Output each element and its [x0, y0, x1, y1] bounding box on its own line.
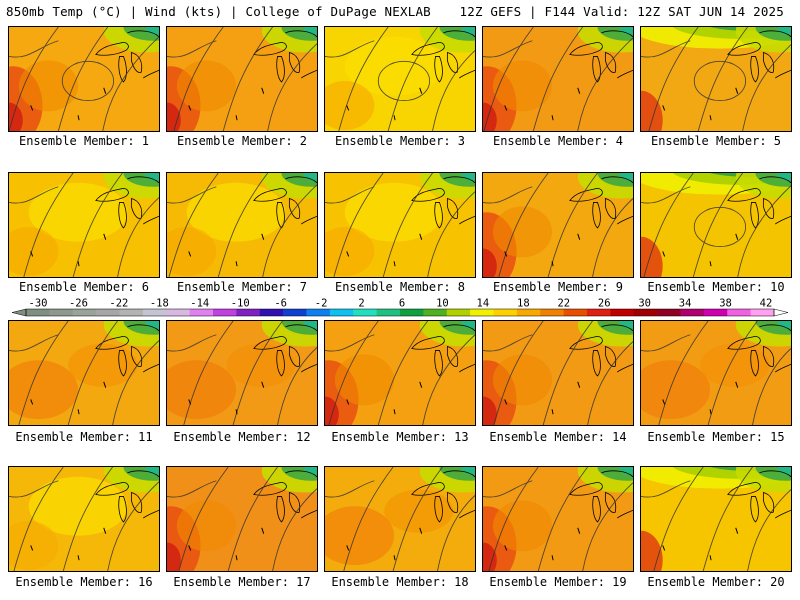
ensemble-member-label: Ensemble Member: 19 [489, 575, 627, 589]
colorbar-tick-label: 42 [760, 298, 773, 310]
colorbar-tick-label: -6 [274, 298, 287, 310]
colorbar-tick-label: -30 [29, 298, 48, 310]
colorbar-tick-label: 2 [358, 298, 364, 310]
colorbar-tick-label: 34 [679, 298, 692, 310]
ensemble-member-label: Ensemble Member: 9 [492, 280, 624, 294]
colorbar-swatch [657, 309, 681, 316]
ensemble-member-map [8, 466, 160, 572]
model-run-info: 12Z GEFS | F144 Valid: 12Z SAT JUN 14 20… [459, 4, 784, 19]
ensemble-member-map [482, 466, 634, 572]
colorbar-swatch [329, 309, 354, 316]
colorbar-tick-label: 26 [598, 298, 611, 310]
ensemble-member-label: Ensemble Member: 14 [489, 430, 627, 444]
ensemble-member-map [640, 466, 792, 572]
colorbar-swatch [119, 309, 144, 316]
ensemble-member-label: Ensemble Member: 13 [331, 430, 469, 444]
colorbar-swatch [563, 309, 588, 316]
ensemble-member-label: Ensemble Member: 8 [334, 280, 466, 294]
ensemble-member-map [324, 26, 476, 132]
ensemble-member-label: Ensemble Member: 15 [647, 430, 785, 444]
colorbar-swatch [166, 309, 190, 316]
map-title: 850mb Temp (°C) | Wind (kts) | College o… [6, 4, 431, 19]
colorbar-swatch [703, 309, 728, 316]
colorbar-swatch [680, 309, 705, 316]
ensemble-member-map [8, 26, 160, 132]
colorbar-swatch [353, 309, 377, 316]
colorbar-swatch [446, 309, 471, 316]
colorbar-tick-label: 22 [557, 298, 570, 310]
colorbar-swatch [470, 309, 494, 316]
colorbar-swatch [259, 309, 284, 316]
ensemble-member-map [324, 320, 476, 426]
ensemble-member-map [166, 466, 318, 572]
ensemble-member-label: Ensemble Member: 5 [650, 134, 782, 148]
colorbar-swatch [516, 309, 541, 316]
colorbar-swatch [587, 309, 611, 316]
colorbar-swatch [213, 309, 237, 316]
ensemble-member-map [482, 26, 634, 132]
ensemble-member-map [324, 466, 476, 572]
ensemble-member-label: Ensemble Member: 17 [173, 575, 311, 589]
colorbar-swatch [306, 309, 331, 316]
ensemble-member-label: Ensemble Member: 10 [647, 280, 785, 294]
ensemble-member-label: Ensemble Member: 20 [647, 575, 785, 589]
ensemble-member-map [640, 26, 792, 132]
temperature-colorbar: -30 -26 -22 -18 -14 -10 -6 -2 2 6 10 14 18 22 26 30 34 38… [11, 298, 789, 317]
ensemble-member-label: Ensemble Member: 3 [334, 134, 466, 148]
colorbar-swatch [610, 309, 635, 316]
ensemble-member-map [324, 172, 476, 278]
colorbar-swatch [633, 309, 658, 316]
colorbar-swatch [26, 309, 50, 316]
ensemble-member-map [166, 172, 318, 278]
colorbar-tick-label: 38 [719, 298, 732, 310]
colorbar-swatch [142, 309, 167, 316]
ensemble-member-map [482, 320, 634, 426]
colorbar-swatch [189, 309, 214, 316]
ensemble-member-label: Ensemble Member: 16 [15, 575, 153, 589]
ensemble-member-map [8, 320, 160, 426]
colorbar-swatch [540, 309, 564, 316]
ensemble-member-label: Ensemble Member: 6 [18, 280, 150, 294]
colorbar-tick-label: 30 [638, 298, 651, 310]
colorbar-swatch [283, 309, 307, 316]
colorbar-swatch [400, 309, 424, 316]
colorbar-swatch [423, 309, 448, 316]
colorbar-tick-label: -18 [150, 298, 169, 310]
colorbar-swatch [72, 309, 97, 316]
colorbar-swatch [727, 309, 751, 316]
colorbar-swatch [96, 309, 120, 316]
ensemble-member-label: Ensemble Member: 1 [18, 134, 150, 148]
ensemble-member-map [482, 172, 634, 278]
ensemble-member-label: Ensemble Member: 7 [176, 280, 308, 294]
colorbar-tick-label: -26 [69, 298, 88, 310]
colorbar-tick-label: 6 [399, 298, 405, 310]
colorbar-tick-label: 14 [477, 298, 490, 310]
colorbar-arrow-right [773, 308, 789, 317]
ensemble-member-label: Ensemble Member: 18 [331, 575, 469, 589]
colorbar-swatch [376, 309, 401, 316]
colorbar-tick-label: 18 [517, 298, 530, 310]
colorbar-swatch [750, 309, 775, 316]
ensemble-member-label: Ensemble Member: 11 [15, 430, 153, 444]
ensemble-member-map [640, 320, 792, 426]
colorbar-arrow-left [11, 308, 27, 317]
colorbar-tick-label: -2 [315, 298, 328, 310]
ensemble-member-map [166, 26, 318, 132]
colorbar-tick-label: -14 [190, 298, 209, 310]
ensemble-member-label: Ensemble Member: 12 [173, 430, 311, 444]
colorbar-tick-label: -10 [231, 298, 250, 310]
colorbar-swatch [49, 309, 74, 316]
ensemble-member-map [166, 320, 318, 426]
ensemble-member-label: Ensemble Member: 4 [492, 134, 624, 148]
colorbar-tick-label: 10 [436, 298, 449, 310]
colorbar-swatch [236, 309, 261, 316]
ensemble-member-map [640, 172, 792, 278]
ensemble-member-map [8, 172, 160, 278]
ensemble-member-label: Ensemble Member: 2 [176, 134, 308, 148]
colorbar-tick-label: -22 [109, 298, 128, 310]
colorbar-swatch [493, 309, 518, 316]
